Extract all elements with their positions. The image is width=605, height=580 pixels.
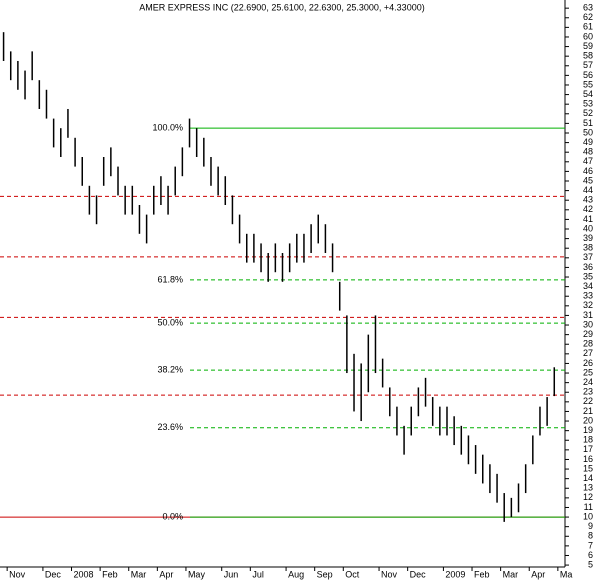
y-tick-label: 28 — [583, 339, 593, 349]
y-tick-label: 60 — [583, 31, 593, 41]
y-tick-label: 53 — [583, 99, 593, 109]
y-tick-label: 7 — [588, 540, 593, 550]
y-tick-label: 17 — [583, 444, 593, 454]
y-tick-label: 12 — [583, 492, 593, 502]
fib-label: 23.6% — [157, 422, 183, 432]
x-tick-label: Feb — [102, 569, 118, 579]
y-tick-label: 47 — [583, 156, 593, 166]
x-tick-label: Apr — [531, 569, 545, 579]
y-tick-label: 54 — [583, 89, 593, 99]
x-tick-label: Dec — [410, 569, 427, 579]
y-tick-label: 21 — [583, 406, 593, 416]
y-tick-label: 43 — [583, 195, 593, 205]
y-tick-label: 29 — [583, 329, 593, 339]
x-tick-label: Apr — [159, 569, 173, 579]
y-tick-label: 42 — [583, 204, 593, 214]
y-tick-label: 33 — [583, 291, 593, 301]
fib-label: 100.0% — [152, 123, 183, 133]
y-tick-label: 39 — [583, 233, 593, 243]
x-tick-label: Sep — [317, 569, 333, 579]
y-tick-label: 57 — [583, 60, 593, 70]
y-tick-label: 63 — [583, 3, 593, 13]
y-tick-label: 52 — [583, 108, 593, 118]
y-tick-label: 46 — [583, 166, 593, 176]
y-tick-label: 58 — [583, 51, 593, 61]
chart-title: AMER EXPRESS INC (22.6900, 25.6100, 22.6… — [139, 2, 424, 12]
y-tick-label: 32 — [583, 300, 593, 310]
x-tick-label: Aug — [288, 569, 304, 579]
x-tick-label: Ma — [560, 569, 573, 579]
x-tick-label: Nov — [9, 569, 26, 579]
y-tick-label: 19 — [583, 425, 593, 435]
y-tick-label: 11 — [584, 502, 593, 512]
y-tick-label: 22 — [583, 396, 593, 406]
y-tick-label: 41 — [583, 214, 593, 224]
y-tick-label: 5 — [588, 559, 593, 569]
y-tick-label: 40 — [583, 223, 593, 233]
y-tick-label: 30 — [583, 319, 593, 329]
y-tick-label: 14 — [583, 473, 593, 483]
y-tick-label: 6 — [588, 550, 593, 560]
y-tick-label: 23 — [583, 387, 593, 397]
y-tick-label: 62 — [583, 12, 593, 22]
y-tick-label: 34 — [583, 281, 593, 291]
x-tick-label: Dec — [45, 569, 62, 579]
y-tick-label: 38 — [583, 243, 593, 253]
y-tick-label: 51 — [583, 118, 593, 128]
y-tick-label: 45 — [583, 175, 593, 185]
y-tick-label: 44 — [583, 185, 593, 195]
x-tick-label: Oct — [345, 569, 360, 579]
y-tick-label: 20 — [583, 415, 593, 425]
y-tick-label: 35 — [583, 271, 593, 281]
y-tick-label: 31 — [583, 310, 593, 320]
y-tick-label: 56 — [583, 70, 593, 80]
y-tick-label: 15 — [583, 463, 593, 473]
y-tick-label: 16 — [583, 454, 593, 464]
fib-label: 50.0% — [157, 317, 183, 327]
y-tick-label: 49 — [583, 137, 593, 147]
y-tick-label: 55 — [583, 79, 593, 89]
fib-label: 0.0% — [162, 511, 183, 521]
y-tick-label: 37 — [583, 252, 593, 262]
x-tick-label: 2008 — [74, 569, 94, 579]
y-tick-label: 18 — [583, 435, 593, 445]
fib-label: 61.8% — [157, 274, 183, 284]
x-tick-label: May — [188, 569, 206, 579]
y-tick-label: 26 — [583, 358, 593, 368]
x-tick-label: 2009 — [445, 569, 465, 579]
y-tick-label: 59 — [583, 41, 593, 51]
y-tick-label: 25 — [583, 367, 593, 377]
y-tick-label: 9 — [588, 521, 593, 531]
y-tick-label: 50 — [583, 127, 593, 137]
y-tick-label: 13 — [583, 483, 593, 493]
x-tick-label: Feb — [474, 569, 490, 579]
x-tick-label: Mar — [503, 569, 519, 579]
x-tick-label: Nov — [381, 569, 398, 579]
y-tick-label: 36 — [583, 262, 593, 272]
y-tick-label: 27 — [583, 348, 593, 358]
x-tick-label: Jun — [224, 569, 239, 579]
x-tick-label: Mar — [131, 569, 147, 579]
fib-label: 38.2% — [157, 365, 183, 375]
y-tick-label: 10 — [583, 511, 593, 521]
y-tick-label: 48 — [583, 147, 593, 157]
y-tick-label: 24 — [583, 377, 593, 387]
x-tick-label: Jul — [252, 569, 264, 579]
y-tick-label: 8 — [588, 531, 593, 541]
y-tick-label: 61 — [583, 22, 593, 32]
